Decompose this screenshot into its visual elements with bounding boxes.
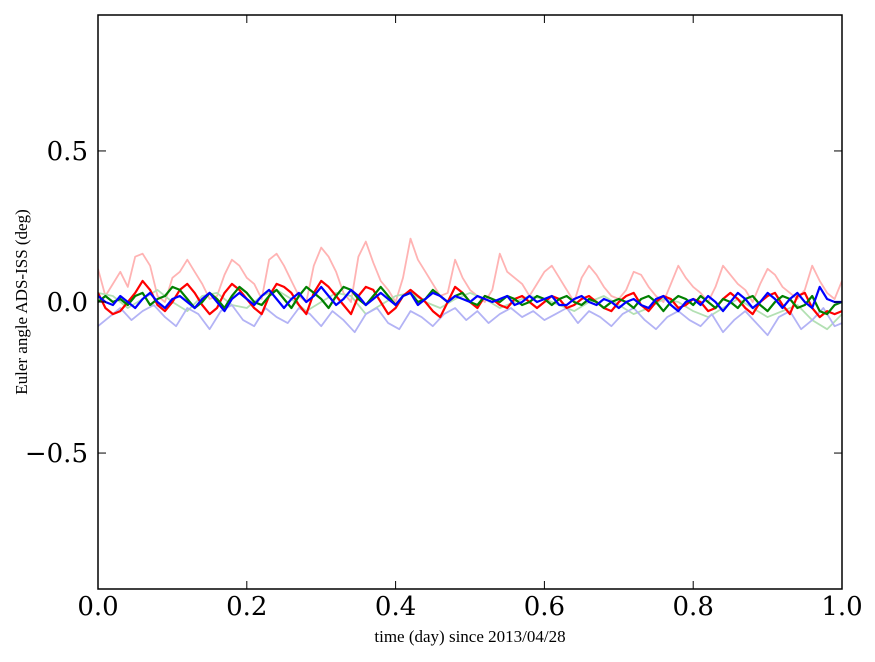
tick-labels: 0.0 0.2 0.4 0.6 0.8 1.0 −0.5 0.0 0.5 — [25, 137, 863, 622]
x-tick-label: 1.0 — [821, 592, 862, 622]
y-tick-label: 0.5 — [47, 137, 88, 167]
x-tick-label: 0.2 — [226, 592, 267, 622]
x-tick-label: 0.8 — [673, 592, 714, 622]
x-tick-label: 0.4 — [375, 592, 416, 622]
x-tick-label: 0.6 — [524, 592, 565, 622]
y-tick-label: 0.0 — [47, 288, 88, 318]
x-axis-label: time (day) since 2013/04/28 — [374, 627, 565, 646]
plot-area — [98, 237, 842, 337]
series-line-1 — [98, 237, 842, 303]
y-tick-label: −0.5 — [25, 439, 88, 469]
series-line-6 — [98, 285, 842, 313]
plot-frame — [97, 14, 843, 590]
x-tick-label: 0.0 — [77, 592, 118, 622]
y-axis-label: Euler angle ADS-ISS (deg) — [12, 209, 31, 395]
